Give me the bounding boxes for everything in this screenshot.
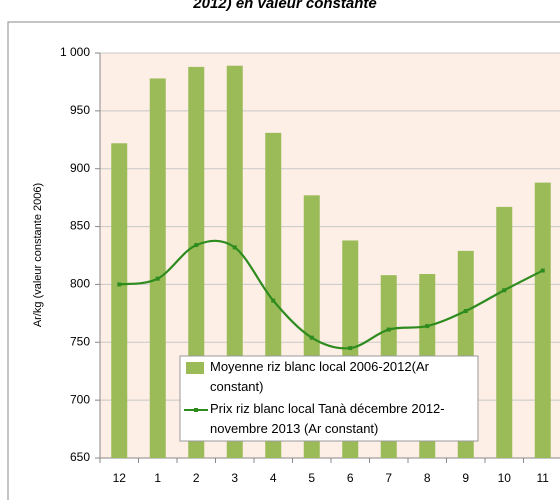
y-tick-label: 950	[70, 103, 90, 117]
y-tick-label: 800	[70, 277, 90, 291]
line-marker	[502, 288, 507, 293]
x-tick-label: 5	[308, 471, 315, 485]
bar	[149, 78, 166, 458]
y-tick-label: 850	[70, 219, 90, 233]
line-marker	[425, 324, 430, 329]
y-tick-label: 650	[70, 450, 90, 464]
x-tick-label: 1	[154, 471, 161, 485]
line-marker	[194, 243, 199, 248]
bar	[496, 206, 513, 458]
x-tick-label: 6	[347, 471, 354, 485]
x-tick-label: 10	[498, 471, 512, 485]
legend-swatch	[194, 408, 198, 412]
legend-label: Moyenne riz blanc local 2006-2012(Ar cons…	[210, 359, 430, 394]
y-axis-label: Ar/kg (valeur constante 2006)	[32, 183, 44, 327]
line-marker	[348, 346, 353, 351]
x-tick-label: 9	[462, 471, 469, 485]
x-tick-label: 11	[537, 471, 550, 485]
line-marker	[271, 298, 276, 303]
y-tick-label: 700	[70, 392, 90, 406]
line-marker	[540, 268, 545, 273]
legend-swatch	[186, 362, 204, 374]
x-tick-label: 4	[270, 471, 277, 485]
bar	[111, 143, 128, 458]
line	[119, 239, 544, 350]
x-tick-label: 3	[231, 471, 238, 485]
bar	[534, 182, 551, 458]
x-tick-label: 2	[193, 471, 200, 485]
line-marker	[309, 335, 314, 340]
line-marker	[155, 276, 160, 281]
chart-title: 2012) en valeur constante	[192, 0, 376, 12]
line-marker	[386, 327, 391, 332]
y-tick-label: 750	[70, 334, 90, 348]
x-tick-label: 8	[424, 471, 431, 485]
y-tick-label: 900	[70, 161, 90, 175]
y-tick-label: 1 000	[60, 45, 90, 59]
x-tick-label: 12	[113, 471, 127, 485]
line-marker	[463, 309, 468, 314]
legend-label: Prix riz blanc local Tanà décembre 2012-…	[210, 401, 445, 436]
x-tick-label: 7	[385, 471, 392, 485]
line-marker	[117, 282, 122, 287]
legend-box	[179, 355, 479, 442]
line-marker	[232, 245, 237, 250]
